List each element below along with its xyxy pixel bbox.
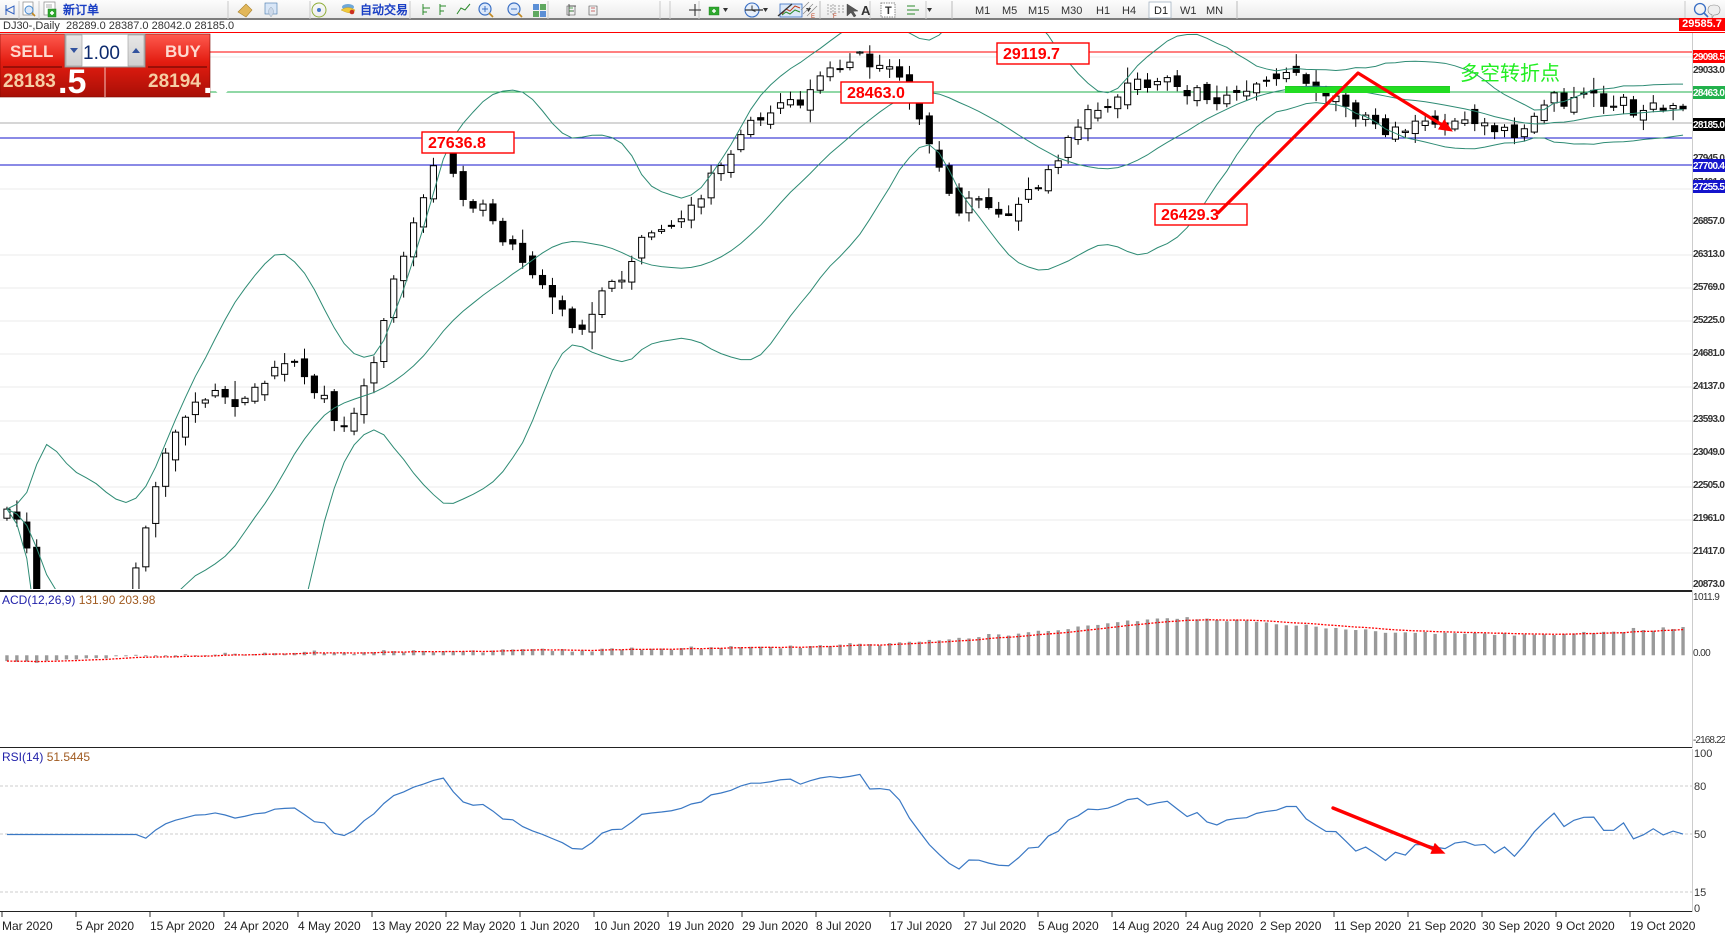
svg-text:H1: H1 — [1096, 5, 1110, 17]
svg-text:5 Apr 2020: 5 Apr 2020 — [76, 919, 134, 933]
svg-text:30 Sep 2020: 30 Sep 2020 — [1482, 919, 1550, 933]
svg-text:M15: M15 — [1028, 5, 1049, 17]
svg-text:13 May 2020: 13 May 2020 — [372, 919, 442, 933]
svg-text:Mar 2020: Mar 2020 — [2, 919, 53, 933]
svg-text:1 Jun 2020: 1 Jun 2020 — [520, 919, 580, 933]
svg-text:50: 50 — [1694, 829, 1706, 841]
svg-text:RSI(14) 51.5445: RSI(14) 51.5445 — [2, 750, 90, 764]
svg-text:.5: .5 — [58, 63, 86, 101]
svg-text:29098.5: 29098.5 — [1693, 52, 1725, 63]
svg-text:MN: MN — [1206, 5, 1223, 17]
svg-text:M5: M5 — [1002, 5, 1017, 17]
svg-text:21961.0: 21961.0 — [1693, 513, 1725, 524]
svg-text:0: 0 — [1694, 903, 1700, 915]
svg-text:17 Jul 2020: 17 Jul 2020 — [890, 919, 952, 933]
svg-text:24137.0: 24137.0 — [1693, 381, 1725, 392]
svg-text:H4: H4 — [1122, 5, 1136, 17]
svg-text:A: A — [861, 3, 871, 18]
svg-text:多空转折点: 多空转折点 — [1460, 62, 1560, 85]
svg-text:26313.0: 26313.0 — [1693, 249, 1725, 260]
svg-text:25225.0: 25225.0 — [1693, 315, 1725, 326]
svg-text:27700.4: 27700.4 — [1693, 161, 1725, 172]
svg-text:26429.3: 26429.3 — [1161, 207, 1219, 224]
svg-text:20873.0: 20873.0 — [1693, 579, 1725, 590]
svg-text:ACD(12,26,9) 131.90 203.98: ACD(12,26,9) 131.90 203.98 — [2, 593, 156, 607]
svg-text:-2168.22: -2168.22 — [1693, 735, 1725, 746]
svg-text:.5: .5 — [203, 63, 231, 101]
svg-text:9 Oct 2020: 9 Oct 2020 — [1556, 919, 1615, 933]
svg-text:28183: 28183 — [3, 71, 56, 92]
svg-text:24 Apr 2020: 24 Apr 2020 — [224, 919, 289, 933]
svg-text:21 Sep 2020: 21 Sep 2020 — [1408, 919, 1476, 933]
svg-text:28194: 28194 — [148, 71, 201, 92]
svg-text:15: 15 — [1694, 887, 1706, 899]
svg-text:28463.0: 28463.0 — [1693, 88, 1725, 99]
svg-text:28185.0: 28185.0 — [1693, 120, 1725, 131]
svg-text:28463.0: 28463.0 — [847, 85, 905, 102]
svg-text:5 Aug 2020: 5 Aug 2020 — [1038, 919, 1099, 933]
svg-text:BUY: BUY — [165, 42, 202, 61]
svg-text:27255.5: 27255.5 — [1693, 182, 1725, 193]
svg-text:25769.0: 25769.0 — [1693, 282, 1725, 293]
svg-text:0.00: 0.00 — [1693, 648, 1711, 659]
svg-text:SELL: SELL — [10, 42, 53, 61]
svg-text:29033.0: 29033.0 — [1693, 65, 1725, 76]
svg-text:1.00: 1.00 — [83, 43, 120, 64]
svg-text:19 Oct 2020: 19 Oct 2020 — [1630, 919, 1696, 933]
svg-text:M1: M1 — [975, 5, 990, 17]
svg-text:10 Jun 2020: 10 Jun 2020 — [594, 919, 660, 933]
svg-text:D1: D1 — [1154, 5, 1168, 17]
svg-text:24 Aug 2020: 24 Aug 2020 — [1186, 919, 1254, 933]
svg-text:24681.0: 24681.0 — [1693, 348, 1725, 359]
svg-text:22505.0: 22505.0 — [1693, 480, 1725, 491]
svg-text:80: 80 — [1694, 781, 1706, 793]
svg-text:4 May 2020: 4 May 2020 — [298, 919, 361, 933]
svg-text:8 Jul 2020: 8 Jul 2020 — [816, 919, 872, 933]
svg-text:29119.7: 29119.7 — [1003, 46, 1060, 63]
svg-text:15 Apr 2020: 15 Apr 2020 — [150, 919, 215, 933]
svg-text:19 Jun 2020: 19 Jun 2020 — [668, 919, 734, 933]
svg-text:2 Sep 2020: 2 Sep 2020 — [1260, 919, 1322, 933]
svg-text:23593.0: 23593.0 — [1693, 414, 1725, 425]
svg-text:23049.0: 23049.0 — [1693, 447, 1725, 458]
svg-text:21417.0: 21417.0 — [1693, 546, 1725, 557]
svg-text:100: 100 — [1694, 748, 1712, 760]
svg-text:W1: W1 — [1180, 5, 1197, 17]
svg-text:27 Jul 2020: 27 Jul 2020 — [964, 919, 1026, 933]
svg-text:22 May 2020: 22 May 2020 — [446, 919, 516, 933]
svg-text:1011.9: 1011.9 — [1693, 592, 1720, 603]
svg-text:14 Aug 2020: 14 Aug 2020 — [1112, 919, 1180, 933]
svg-text:26857.0: 26857.0 — [1693, 216, 1725, 227]
svg-text:M30: M30 — [1061, 5, 1082, 17]
svg-text:自动交易: 自动交易 — [360, 2, 408, 17]
svg-text:新订单: 新订单 — [63, 2, 99, 17]
svg-text:29 Jun 2020: 29 Jun 2020 — [742, 919, 808, 933]
svg-text:11 Sep 2020: 11 Sep 2020 — [1334, 919, 1401, 933]
svg-text:27636.8: 27636.8 — [428, 135, 486, 152]
svg-text:T: T — [885, 5, 892, 17]
